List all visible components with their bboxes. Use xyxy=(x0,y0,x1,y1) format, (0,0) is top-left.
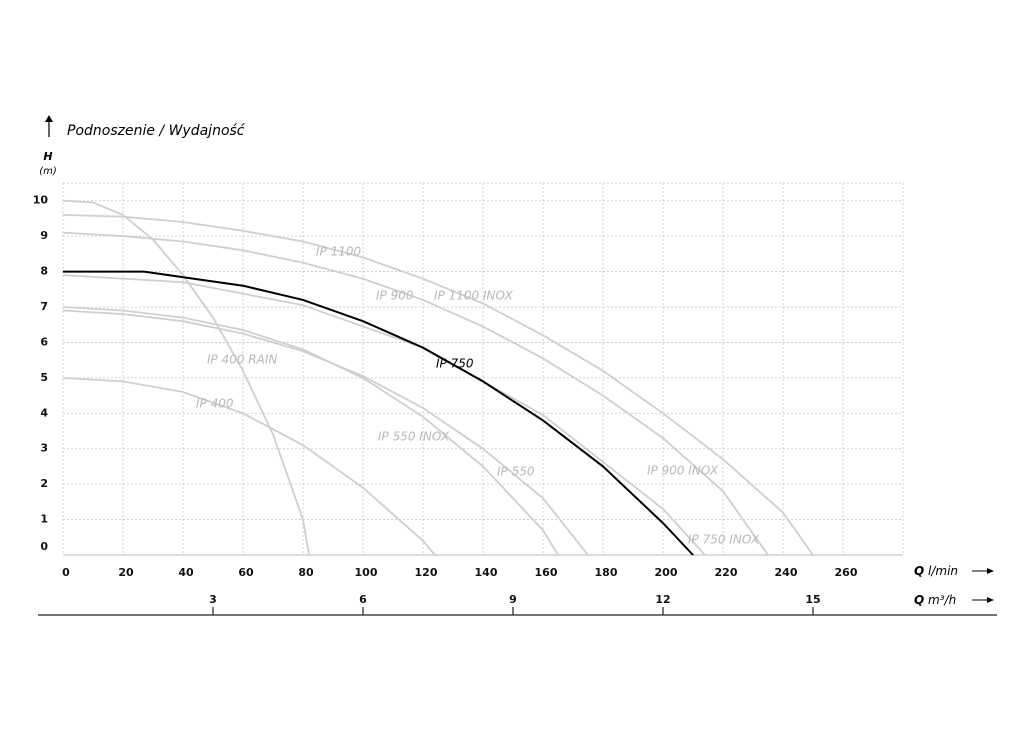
x-tick-label: 80 xyxy=(298,566,314,579)
curve-label: IP 550 INOX xyxy=(378,430,450,444)
y-tick-label: 3 xyxy=(40,442,48,455)
y-tick-label: 6 xyxy=(40,335,48,348)
x2-arrow-head xyxy=(987,597,994,603)
curve-label: IP 1100 INOX xyxy=(434,289,514,303)
chart-title: Podnoszenie / Wydajność xyxy=(67,123,246,139)
curve-label: IP 900 INOX xyxy=(647,464,719,478)
x2-tick-label: 6 xyxy=(359,593,367,606)
x2-axis-unit: m³/h xyxy=(928,593,956,607)
y-tick-label: 9 xyxy=(40,229,48,242)
curve xyxy=(62,306,559,556)
x-tick-label: 140 xyxy=(475,566,498,579)
y-tick-label: 1 xyxy=(40,513,48,526)
x-tick-label: 220 xyxy=(715,566,738,579)
curve-label: IP 550 xyxy=(497,465,535,479)
curve-label: IP 1100 xyxy=(316,245,361,259)
y-tick-label: 4 xyxy=(40,406,48,419)
x2-tick-label: 12 xyxy=(655,593,670,606)
curve xyxy=(63,270,694,556)
x-tick-label: 60 xyxy=(238,566,254,579)
y-tick-label: 8 xyxy=(40,265,48,278)
curve-label: IP 400 RAIN xyxy=(207,353,277,367)
x2-axis-label: Q m³/h xyxy=(914,593,956,607)
x2-axis-symbol: Q xyxy=(914,593,924,607)
x-tick-label: 40 xyxy=(178,566,194,579)
x-axis-symbol: Q xyxy=(914,564,924,578)
y-axis-unit: (m) xyxy=(39,166,57,177)
curve-label: IP 900 xyxy=(376,289,414,303)
x-tick-label: 160 xyxy=(535,566,558,579)
x-tick-label: 240 xyxy=(775,566,798,579)
curve xyxy=(62,231,769,556)
x-tick-label: 200 xyxy=(655,566,678,579)
y-tick-label: 0 xyxy=(40,540,48,553)
curve xyxy=(62,214,814,556)
curve-label: IP 750 xyxy=(436,357,474,371)
y-tick-label: 2 xyxy=(40,477,48,490)
x-tick-label: 180 xyxy=(595,566,618,579)
x-arrow-head xyxy=(987,568,994,574)
y-tick-label: 5 xyxy=(40,371,48,384)
x-tick-label: 0 xyxy=(62,566,70,579)
curve xyxy=(62,274,706,556)
y-arrow-head xyxy=(45,115,53,122)
y-axis-label: H xyxy=(43,150,52,163)
x2-tick-label: 15 xyxy=(805,593,820,606)
y-tick-label: 10 xyxy=(33,194,49,207)
x-axis-label: Q l/min xyxy=(914,564,958,578)
curve xyxy=(62,199,310,556)
x-tick-label: 120 xyxy=(415,566,438,579)
curve xyxy=(62,377,436,556)
y-tick-label: 7 xyxy=(40,300,48,313)
x-axis-unit: l/min xyxy=(928,564,958,578)
curve-label: IP 750 INOX xyxy=(688,533,760,547)
x-tick-label: 20 xyxy=(118,566,134,579)
curve-label: IP 400 xyxy=(196,397,234,411)
x-tick-label: 260 xyxy=(835,566,858,579)
x2-tick-label: 3 xyxy=(209,593,217,606)
curve xyxy=(62,309,589,556)
x-tick-label: 100 xyxy=(355,566,378,579)
x2-tick-label: 9 xyxy=(509,593,517,606)
